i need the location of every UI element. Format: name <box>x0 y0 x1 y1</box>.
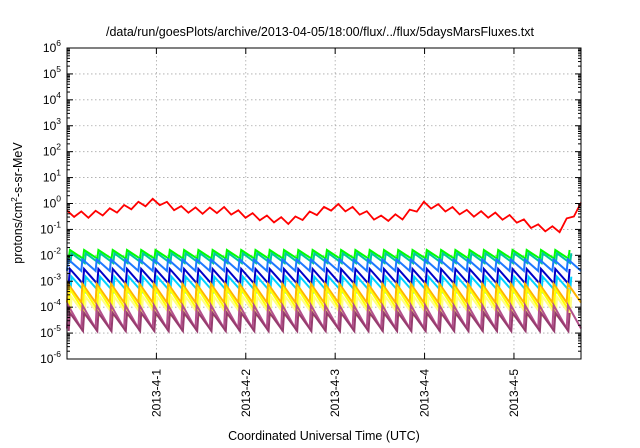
x-tick-label: 2013-4-5 <box>507 369 521 417</box>
series-line-0 <box>66 197 582 234</box>
y-tick-label: 103 <box>43 116 61 133</box>
y-tick-label: 104 <box>43 90 61 107</box>
y-tick-label-exponent: 4 <box>56 90 61 100</box>
x-tick-label: 2013-4-2 <box>239 369 253 417</box>
y-tick-label: 10-2 <box>40 245 61 262</box>
y-tick-label-base: 10 <box>43 197 57 211</box>
y-tick-label-base: 10 <box>40 326 54 340</box>
y-tick-label-exponent: -6 <box>53 349 61 359</box>
y-tick-label-base: 10 <box>43 93 57 107</box>
y-tick-label: 102 <box>43 142 61 159</box>
y-tick-label-base: 10 <box>43 41 57 55</box>
series-group <box>66 197 582 334</box>
y-tick-label: 106 <box>43 38 61 55</box>
y-tick-label-exponent: 6 <box>56 38 61 48</box>
y-tick-label: 10-5 <box>40 323 61 340</box>
y-tick-label-base: 10 <box>43 145 57 159</box>
series-line-1 <box>67 248 571 261</box>
x-axis-label: Coordinated Universal Time (UTC) <box>228 429 420 443</box>
y-axis-label-prefix: protons/cm <box>11 202 25 264</box>
series-line-3 <box>66 257 582 273</box>
y-tick-label-exponent: -4 <box>53 297 61 307</box>
y-tick-label-base: 10 <box>43 119 57 133</box>
chart-title: /data/run/goesPlots/archive/2013-04-05/1… <box>106 25 535 39</box>
y-tick-label-base: 10 <box>40 274 54 288</box>
y-tick-label-base: 10 <box>40 352 54 366</box>
x-axis: 2013-4-1 2013-4-2 2013-4-3 2013-4-4 2013-4-5 <box>149 48 521 417</box>
y-tick-label: 101 <box>43 168 61 185</box>
y-tick-label-base: 10 <box>40 222 54 236</box>
y-tick-label-exponent: 5 <box>56 64 61 74</box>
y-tick-label: 10-3 <box>40 271 61 288</box>
series-line-7 <box>67 285 571 313</box>
y-tick-label-exponent: 2 <box>56 142 61 152</box>
y-tick-label: 10-1 <box>40 219 61 236</box>
y-tick-label-exponent: -5 <box>53 323 61 333</box>
x-tick-label: 2013-4-3 <box>328 369 342 417</box>
y-tick-label-exponent: 3 <box>56 116 61 126</box>
series-line-6 <box>66 280 582 306</box>
y-axis-label-suffix: -s-sr-MeV <box>11 142 25 198</box>
y-tick-label-exponent: 0 <box>56 194 61 204</box>
y-tick-label-base: 10 <box>43 67 57 81</box>
series-line-10 <box>67 310 571 334</box>
y-tick-label-exponent: 1 <box>56 168 61 178</box>
x-tick-label: 2013-4-1 <box>149 369 163 417</box>
y-tick-label-exponent: -3 <box>53 271 61 281</box>
y-tick-label: 105 <box>43 64 61 81</box>
y-tick-label-exponent: -1 <box>53 219 61 229</box>
y-axis-label: protons/cm2-s-sr-MeV <box>9 142 25 264</box>
y-tick-label-base: 10 <box>43 171 57 185</box>
y-tick-label: 10-4 <box>40 297 61 314</box>
y-tick-label: 100 <box>43 194 61 211</box>
y-axis: 10610510410310210110010-110-210-310-410-… <box>40 38 581 366</box>
x-tick-label: 2013-4-4 <box>418 369 432 417</box>
y-tick-label-base: 10 <box>40 248 54 262</box>
series-line-4 <box>67 266 571 287</box>
y-tick-label-exponent: -2 <box>53 245 61 255</box>
y-axis-label-superscript: 2 <box>9 197 19 202</box>
y-tick-label: 10-6 <box>40 349 61 366</box>
y-tick-label-base: 10 <box>40 300 54 314</box>
